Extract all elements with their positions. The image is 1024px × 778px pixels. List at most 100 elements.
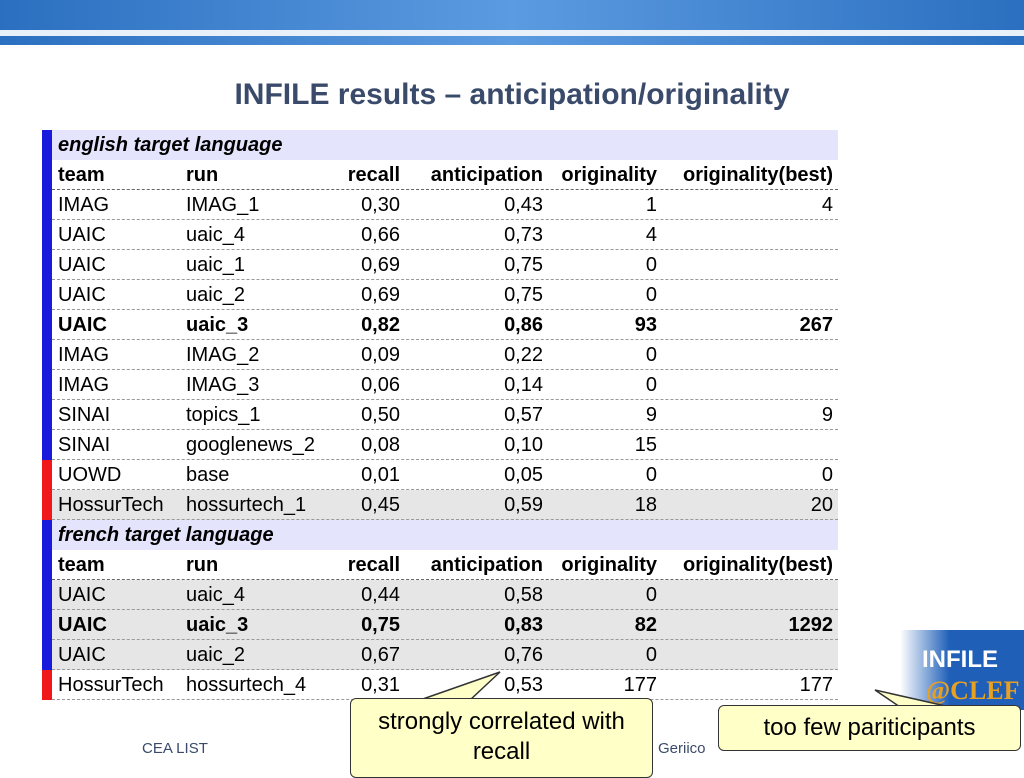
cell-number: 20 xyxy=(810,494,833,516)
section-heading: french target language xyxy=(58,524,274,546)
cell-text: googlenews_2 xyxy=(186,434,315,456)
section-heading: english target language xyxy=(58,134,283,156)
cell-text: IMAG xyxy=(58,344,110,366)
top-band xyxy=(0,0,1024,45)
row-bg xyxy=(52,610,838,640)
cell-number: 0 xyxy=(645,464,657,486)
cell-number: 0,58 xyxy=(504,584,543,606)
cell-number: 0 xyxy=(645,284,657,306)
row-marker xyxy=(42,340,52,370)
cell-number: 4 xyxy=(645,224,657,246)
cell-number: 82 xyxy=(634,614,657,636)
row-marker xyxy=(42,670,52,700)
row-marker xyxy=(42,190,52,220)
callout: strongly correlated with recall xyxy=(350,698,653,778)
cell-text: team xyxy=(58,554,105,576)
cell-number: 0 xyxy=(645,344,657,366)
cell-number: 0,75 xyxy=(504,254,543,276)
cell-number: 0,59 xyxy=(504,494,543,516)
row-marker xyxy=(42,460,52,490)
row-marker xyxy=(42,130,52,160)
cell-number: 9 xyxy=(645,404,657,426)
cell-text: UAIC xyxy=(58,254,106,276)
cell-text: hossurtech_1 xyxy=(186,494,307,516)
row-marker xyxy=(42,490,52,520)
cell-text: IMAG_2 xyxy=(186,344,260,366)
row-marker xyxy=(42,160,52,190)
cell-number: 267 xyxy=(799,314,833,336)
section-heading-bg xyxy=(42,130,838,160)
cell-text: SINAI xyxy=(58,404,111,426)
cell-number: 18 xyxy=(634,494,657,516)
row-bg xyxy=(52,430,838,460)
cell-number: 0,44 xyxy=(361,584,400,606)
row-marker xyxy=(42,220,52,250)
cell-text: UOWD xyxy=(58,464,122,486)
cell-number: 0,06 xyxy=(361,374,400,396)
cell-text: base xyxy=(186,464,230,486)
cell-number: 0 xyxy=(645,374,657,396)
cell-number: 15 xyxy=(634,434,657,456)
cell-text: uaic_2 xyxy=(186,644,245,666)
cell-text: IMAG xyxy=(58,194,110,216)
cell-text: SINAI xyxy=(58,434,111,456)
row-bg xyxy=(52,490,838,520)
cell-number: 9 xyxy=(821,404,833,426)
cell-number: originality xyxy=(561,164,657,186)
cell-number: 0,69 xyxy=(361,254,400,276)
cell-text: uaic_3 xyxy=(186,314,249,336)
cell-number: 0,14 xyxy=(504,374,543,396)
cell-number: 0,75 xyxy=(504,284,543,306)
cell-number: originality(best) xyxy=(682,164,833,186)
row-marker xyxy=(42,550,52,580)
callout: too few pariticipants xyxy=(718,705,1021,751)
row-marker xyxy=(42,430,52,460)
cell-text: UAIC xyxy=(58,284,106,306)
cell-number: originality xyxy=(561,554,657,576)
row-marker xyxy=(42,310,52,340)
cell-number: 0,05 xyxy=(504,464,543,486)
cell-number: 0,66 xyxy=(361,224,400,246)
cell-number: 0,73 xyxy=(504,224,543,246)
row-marker xyxy=(42,370,52,400)
cell-number: 0,01 xyxy=(361,464,400,486)
cell-text: UAIC xyxy=(58,644,106,666)
row-bg xyxy=(52,340,838,370)
cell-number: 0,53 xyxy=(504,674,543,696)
cell-text: team xyxy=(58,164,105,186)
logo: INFILE xyxy=(922,646,998,673)
cell-number: 4 xyxy=(821,194,833,216)
cell-number: 0,67 xyxy=(361,644,400,666)
row-bg xyxy=(52,280,838,310)
cell-number: originality(best) xyxy=(682,554,833,576)
row-marker xyxy=(42,580,52,610)
cell-number: 0 xyxy=(821,464,833,486)
cell-number: 0,75 xyxy=(361,614,400,636)
cell-text: IMAG_1 xyxy=(186,194,260,216)
title: INFILE results – anticipation/originalit… xyxy=(234,78,790,111)
row-bg xyxy=(52,370,838,400)
cell-text: UAIC xyxy=(58,584,106,606)
row-bg xyxy=(52,640,838,670)
cell-number: recall xyxy=(347,554,400,576)
cell-number: 177 xyxy=(799,674,833,696)
cell-text: topics_1 xyxy=(186,404,261,426)
row-bg xyxy=(52,250,838,280)
row-marker xyxy=(42,610,52,640)
row-bg xyxy=(52,580,838,610)
cell-number: 0,10 xyxy=(504,434,543,456)
header-bg xyxy=(52,550,838,580)
cell-number: 0,09 xyxy=(361,344,400,366)
cell-number: anticipation xyxy=(430,164,543,186)
logo-bg xyxy=(900,630,1024,710)
cell-number: 0,83 xyxy=(504,614,543,636)
cell-text: uaic_4 xyxy=(186,224,245,246)
row-marker xyxy=(42,250,52,280)
cell-number: 1292 xyxy=(788,614,834,636)
cell-text: HossurTech xyxy=(58,494,164,516)
cell-text: UAIC xyxy=(58,614,107,636)
row-bg xyxy=(52,190,838,220)
cell-number: 0,45 xyxy=(361,494,400,516)
cell-text: IMAG xyxy=(58,374,110,396)
